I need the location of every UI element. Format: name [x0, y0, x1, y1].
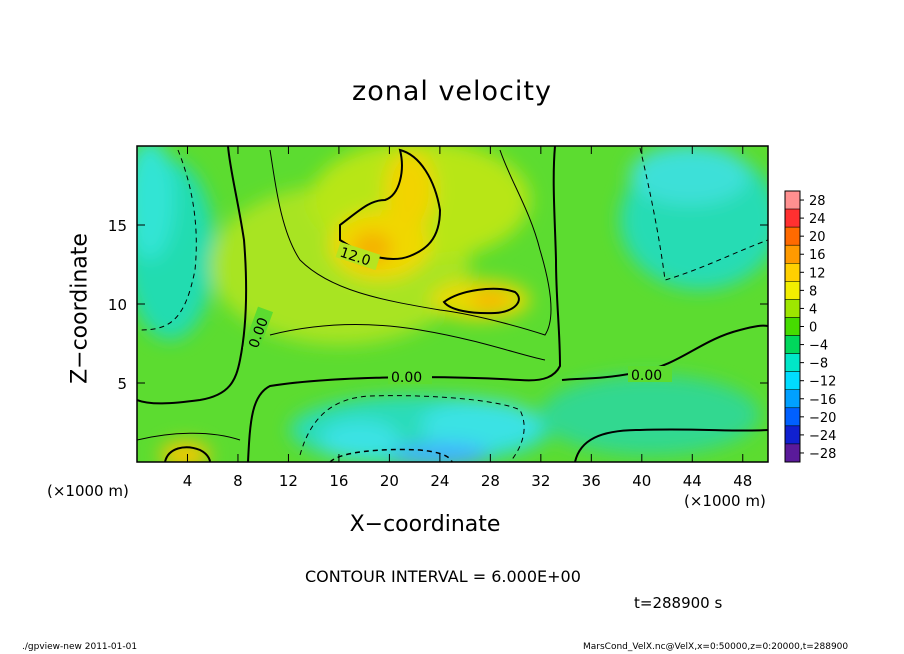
- contour-label: 0.00: [631, 368, 662, 384]
- colorbar-swatch: [784, 335, 801, 354]
- x-tick-label: 48: [733, 472, 752, 490]
- time-label: t=288900 s: [634, 594, 723, 612]
- colorbar-label: −20: [809, 411, 836, 426]
- x-tick-label: 36: [582, 472, 601, 490]
- colorbar-swatch: [784, 281, 801, 300]
- colorbar-frame: [784, 190, 801, 463]
- colorbar-label: 20: [809, 230, 826, 245]
- colorbar-swatch: [784, 299, 801, 318]
- colorbar-label: −24: [809, 429, 836, 444]
- x-axis-label: X−coordinate: [349, 512, 501, 537]
- colorbar-label: 0: [809, 321, 817, 336]
- x-tick-label: 20: [380, 472, 399, 490]
- colorbar-swatch: [784, 389, 801, 409]
- colorbar-label: −16: [809, 393, 836, 408]
- x-tick-label: 28: [481, 472, 500, 490]
- x-tick-label: 16: [329, 472, 348, 490]
- colorbar-label: −8: [809, 357, 828, 372]
- colorbar-swatch: [784, 226, 801, 246]
- y-tick-label: 15: [108, 217, 127, 235]
- footer-command: ./gpview-new 2011-01-01: [22, 642, 138, 652]
- colorbar-label: 8: [809, 284, 817, 299]
- colorbar-label: 24: [809, 212, 826, 227]
- chart-title: zonal velocity: [352, 76, 552, 107]
- y-tick-label: 10: [108, 296, 127, 314]
- colorbar-swatch: [784, 407, 801, 427]
- contour-lines: [137, 146, 768, 462]
- x-tick-label: 40: [632, 472, 651, 490]
- footer-source: MarsCond_VelX.nc@VelX,x=0:50000,z=0:2000…: [583, 642, 849, 652]
- colorbar-swatch: [784, 190, 801, 210]
- x-tick-label: 8: [233, 472, 243, 490]
- colorbar-label: −4: [809, 339, 828, 354]
- colorbar-swatch: [784, 263, 801, 282]
- velocity-field: [137, 146, 768, 462]
- y-axis-label: Z−coordinate: [67, 233, 93, 384]
- x-tick-label: 24: [430, 472, 449, 490]
- colorbar-label: 28: [809, 194, 826, 209]
- x-unit-label-right: (×1000 m): [684, 492, 766, 510]
- x-tick-label: 44: [683, 472, 702, 490]
- colorbar-label: 16: [809, 248, 826, 263]
- contour-labels: 12.0 0.00 0.00 0.00: [242, 241, 672, 386]
- colorbar-label: 12: [809, 266, 826, 281]
- colorbar-swatch: [784, 371, 801, 390]
- colorbar-swatch: [784, 353, 801, 372]
- colorbar-label: −28: [809, 447, 836, 462]
- colorbar-label: 4: [809, 302, 817, 317]
- colorbar-swatch: [784, 317, 801, 336]
- colorbar-swatch: [784, 244, 801, 264]
- x-tick-label: 4: [183, 472, 193, 490]
- y-tick-label: 5: [117, 375, 127, 393]
- contour-label: 0.00: [391, 370, 422, 386]
- contour-interval-text: CONTOUR INTERVAL = 6.000E+00: [305, 567, 581, 586]
- colorbar-label: −12: [809, 375, 836, 390]
- colorbar: 28 24 20 16 12 8 4 0 −4 −8 −12 −16 −20 −24 −28: [784, 190, 836, 463]
- x-tick-label: 12: [279, 472, 298, 490]
- colorbar-swatch: [784, 208, 801, 228]
- colorbar-swatch: [784, 443, 801, 463]
- colorbar-swatch: [784, 425, 801, 445]
- x-tick-label: 32: [531, 472, 550, 490]
- x-unit-label-left: (×1000 m): [47, 482, 129, 500]
